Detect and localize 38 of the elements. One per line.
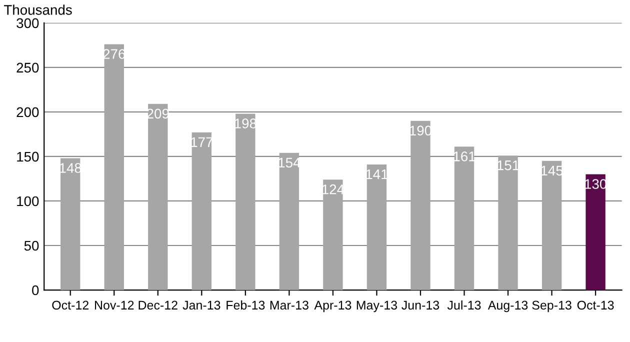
bar (236, 114, 256, 290)
x-tick-label: Aug-13 (488, 300, 528, 312)
bar (410, 120, 430, 290)
x-tick-label: Apr-13 (314, 300, 352, 312)
x-tick-label: Nov-12 (95, 300, 134, 310)
x-tick-label: Jan-13 (182, 300, 220, 310)
y-tick-label: 300 (16, 18, 39, 28)
y-tick-label: 250 (16, 62, 39, 73)
bar (542, 160, 562, 290)
bar (498, 156, 518, 290)
x-tick-label: Jun-13 (402, 300, 440, 310)
y-tick-label: 200 (16, 107, 39, 118)
y-tick-label: 150 (17, 152, 39, 162)
data-label: 161 (454, 151, 476, 162)
x-tick-label: Sep-13 (532, 300, 572, 312)
data-label: 151 (497, 160, 519, 170)
y-tick-label: 100 (17, 196, 39, 206)
x-tick-label: Jul-13 (447, 300, 481, 310)
data-label: 124 (322, 184, 344, 194)
y-tick-label: 50 (24, 240, 39, 251)
bar (104, 44, 124, 290)
bar (586, 174, 606, 290)
bar (192, 132, 212, 290)
data-label: 177 (191, 137, 213, 147)
bar (279, 152, 300, 290)
bar (323, 180, 343, 290)
x-tick-label: Oct-12 (52, 300, 88, 310)
bar (60, 158, 80, 290)
bar (148, 104, 168, 290)
x-tick-label: Dec-12 (138, 300, 178, 310)
x-tick-label: Feb-13 (226, 300, 265, 310)
bar (454, 146, 474, 290)
bar (366, 164, 387, 290)
x-tick-label: Oct-13 (577, 300, 614, 310)
x-tick-label: Mar-13 (270, 300, 308, 310)
y-axis-title: Thousands (4, 4, 72, 15)
y-tick-label: 0 (32, 285, 39, 296)
x-tick-label: May-13 (356, 300, 398, 312)
